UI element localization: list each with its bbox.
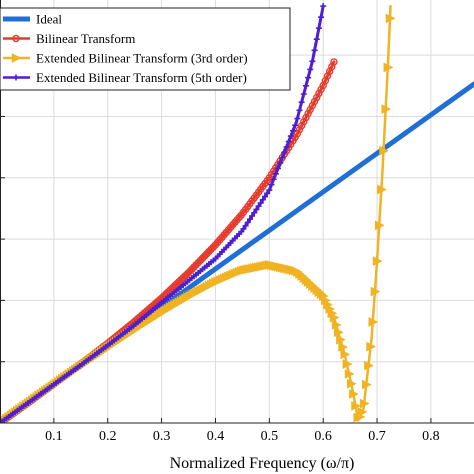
data-point [257, 199, 264, 206]
data-point [385, 13, 396, 24]
data-point [244, 219, 251, 226]
data-point [266, 187, 273, 194]
data-point [13, 74, 19, 81]
data-point [370, 286, 381, 297]
x-tick-label: 0.8 [422, 429, 440, 444]
legend-label: Extended Bilinear Transform (5th order) [36, 70, 247, 85]
data-point [270, 176, 277, 183]
legend-label: Bilinear Transform [36, 31, 135, 46]
data-point [181, 272, 189, 280]
data-point [336, 334, 346, 345]
legend-box [0, 7, 291, 91]
data-point [344, 369, 355, 379]
data-point [251, 209, 258, 216]
data-point [285, 138, 292, 145]
data-point [302, 82, 309, 89]
data-point [334, 327, 344, 338]
data-point [364, 360, 374, 371]
data-point [290, 127, 297, 134]
data-point [264, 190, 271, 197]
data-point [377, 184, 387, 195]
data-point [351, 400, 362, 411]
data-point [313, 36, 320, 43]
data-point [262, 193, 269, 200]
series-4 [0, 3, 327, 423]
data-point [374, 220, 385, 231]
data-point [175, 278, 183, 286]
data-point [298, 99, 305, 106]
series-2 [0, 58, 338, 423]
data-point [342, 359, 353, 370]
x-tick-label: 0.7 [368, 429, 386, 444]
data-point [315, 25, 322, 32]
data-point [329, 312, 340, 323]
data-point [255, 203, 262, 210]
data-point [268, 181, 275, 188]
x-tick-label: 0.6 [314, 429, 332, 444]
x-tick-label: 0.2 [99, 429, 117, 444]
series-group [0, 3, 474, 423]
data-point [379, 145, 390, 156]
legend-item: Ideal [3, 12, 62, 27]
data-point [300, 91, 307, 97]
data-point [357, 407, 368, 417]
data-point [311, 47, 318, 54]
x-tick-label: 0.3 [153, 429, 171, 444]
data-point [381, 104, 392, 115]
data-point [179, 274, 187, 282]
data-point [294, 115, 301, 122]
data-point [240, 225, 247, 232]
data-point [291, 133, 299, 142]
data-point [359, 398, 370, 409]
data-point [272, 170, 279, 177]
data-point [259, 196, 266, 203]
legend-item: Extended Bilinear Transform (3rd order) [3, 51, 248, 66]
data-point [177, 276, 185, 284]
data-point [246, 216, 253, 223]
data-point [309, 58, 316, 65]
data-point [281, 149, 288, 156]
legend-label: Extended Bilinear Transform (3rd order) [36, 51, 248, 66]
data-point [362, 379, 372, 390]
data-point [168, 284, 177, 292]
legend-item: Extended Bilinear Transform (5th order) [3, 70, 247, 85]
data-point [292, 122, 299, 129]
data-point [253, 206, 260, 213]
data-point [331, 320, 342, 330]
data-point [283, 143, 290, 150]
data-point [338, 342, 349, 352]
data-point [340, 349, 351, 360]
data-point [366, 341, 377, 352]
data-point [368, 317, 379, 327]
data-point [11, 53, 22, 63]
data-point [287, 133, 294, 140]
legend-label: Ideal [36, 12, 62, 27]
data-point [349, 389, 359, 399]
data-point [172, 280, 181, 288]
data-point [346, 378, 357, 389]
data-point [307, 66, 314, 73]
data-point [249, 212, 256, 219]
data-point [183, 269, 192, 278]
data-point [305, 74, 312, 81]
data-point [277, 160, 284, 167]
legend: Ideal Bilinear Transform Extended Bilinear… [0, 7, 291, 91]
data-point [12, 34, 20, 43]
data-point [242, 222, 249, 229]
data-point [320, 3, 327, 10]
x-axis-label: Normalized Frequency (ω/π) [170, 455, 355, 472]
data-point [274, 165, 281, 172]
data-point [296, 107, 303, 114]
legend-item: Bilinear Transform [3, 31, 135, 46]
data-point [170, 282, 179, 290]
x-tick-label: 0.4 [207, 429, 225, 444]
data-point [279, 154, 286, 161]
data-point [383, 62, 394, 73]
data-point [318, 14, 325, 21]
data-point [372, 256, 383, 267]
x-tick-label: 0.1 [45, 429, 63, 444]
x-tick-label: 0.5 [261, 429, 279, 444]
data-point [330, 58, 338, 66]
